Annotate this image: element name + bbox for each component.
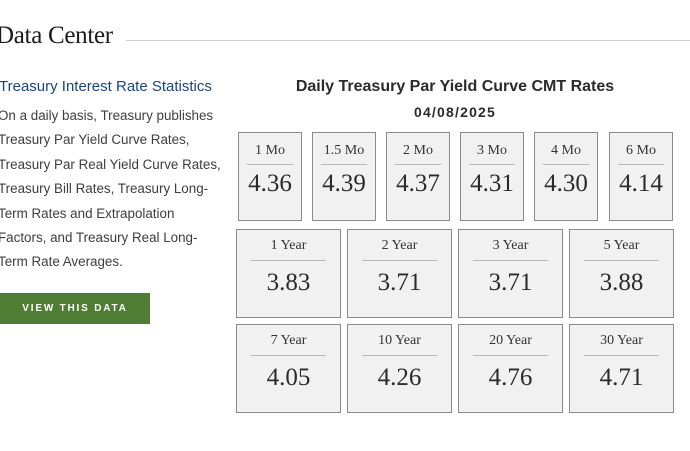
rate-card-6-mo[interactable]: 6 Mo 4.14 xyxy=(609,132,673,221)
rates-title: Daily Treasury Par Yield Curve CMT Rates xyxy=(295,78,615,95)
view-this-data-button[interactable]: VIEW THIS DATA xyxy=(0,293,150,324)
rate-value: 4.30 xyxy=(544,170,588,197)
rate-value: 4.14 xyxy=(619,170,663,197)
description-line: On a daily basis, Treasury publishes xyxy=(0,108,214,123)
rate-card-1-year[interactable]: 1 Year 3.83 xyxy=(236,229,341,318)
card-divider xyxy=(362,355,437,356)
card-divider xyxy=(395,164,441,165)
rate-term: 6 Mo xyxy=(626,143,656,158)
card-divider xyxy=(469,164,515,165)
rate-card-5-year[interactable]: 5 Year 3.88 xyxy=(569,229,674,318)
rate-value: 4.31 xyxy=(470,170,514,197)
rate-term: 1 Mo xyxy=(255,143,285,158)
rate-term: 3 Mo xyxy=(477,143,507,158)
rate-value: 4.26 xyxy=(377,364,422,391)
page-header: Data Center xyxy=(0,22,690,56)
rate-card-30-year[interactable]: 30 Year 4.71 xyxy=(569,324,674,413)
rate-term: 2 Mo xyxy=(403,143,433,158)
sidebar-description: On a daily basis, Treasury publishes Tre… xyxy=(0,104,221,275)
rate-card-1-mo[interactable]: 1 Mo 4.36 xyxy=(238,132,302,221)
rate-term: 1.5 Mo xyxy=(323,143,365,158)
rate-term: 7 Year xyxy=(270,333,307,348)
card-divider xyxy=(584,260,659,261)
rate-term: 4 Mo xyxy=(551,143,581,158)
rate-value: 4.71 xyxy=(599,364,644,391)
rate-value: 4.39 xyxy=(322,170,366,197)
rate-term: 1 Year xyxy=(270,238,307,253)
rate-card-4-mo[interactable]: 4 Mo 4.30 xyxy=(534,132,598,221)
treasury-statistics-link[interactable]: Treasury Interest Rate Statistics xyxy=(0,78,212,95)
description-line: Treasury Bill Rates, Treasury Long- xyxy=(0,181,209,197)
rate-card-20-year[interactable]: 20 Year 4.76 xyxy=(458,324,563,413)
rate-card-2-mo[interactable]: 2 Mo 4.37 xyxy=(386,132,450,221)
card-divider xyxy=(251,355,326,356)
description-line: Treasury Par Yield Curve Rates, xyxy=(0,132,190,148)
description-line: Term Rates and Extrapolation xyxy=(0,205,175,221)
rate-value: 4.05 xyxy=(266,364,311,391)
rate-term: 10 Year xyxy=(378,333,421,348)
rate-card-1-5-mo[interactable]: 1.5 Mo 4.39 xyxy=(312,132,376,221)
rate-term: 20 Year xyxy=(489,333,532,348)
rate-value: 4.76 xyxy=(488,364,533,391)
rate-card-3-mo[interactable]: 3 Mo 4.31 xyxy=(460,132,524,221)
header-divider xyxy=(126,40,690,41)
rate-value: 4.37 xyxy=(396,170,440,197)
rate-value: 3.83 xyxy=(266,269,311,296)
card-divider xyxy=(473,355,548,356)
card-divider xyxy=(473,260,548,261)
sidebar-panel: Treasury Interest Rate Statistics On a d… xyxy=(0,78,221,275)
card-divider xyxy=(584,355,659,356)
card-divider xyxy=(247,164,293,165)
rate-value: 3.71 xyxy=(488,269,533,296)
card-divider xyxy=(618,164,664,165)
card-divider xyxy=(321,164,367,165)
rate-card-3-year[interactable]: 3 Year 3.71 xyxy=(458,229,563,318)
rate-value: 3.71 xyxy=(377,269,422,296)
rate-card-2-year[interactable]: 2 Year 3.71 xyxy=(347,229,452,318)
rate-term: 30 Year xyxy=(600,333,643,348)
rate-card-7-year[interactable]: 7 Year 4.05 xyxy=(236,324,341,413)
rate-term: 2 Year xyxy=(381,238,418,253)
card-divider xyxy=(543,164,589,165)
rates-date: 04/08/2025 xyxy=(413,104,497,120)
card-divider xyxy=(362,260,437,261)
description-line: Term Rate Averages. xyxy=(0,254,123,270)
description-line: Treasury Par Real Yield Curve Rates, xyxy=(0,156,221,172)
page-title: Data Center xyxy=(0,22,113,49)
rate-term: 3 Year xyxy=(492,238,529,253)
card-divider xyxy=(251,260,326,261)
rate-value: 3.88 xyxy=(599,269,644,296)
rate-term: 5 Year xyxy=(603,238,640,253)
rate-card-10-year[interactable]: 10 Year 4.26 xyxy=(347,324,452,413)
rate-value: 4.36 xyxy=(248,170,292,197)
description-line: Factors, and Treasury Real Long- xyxy=(0,230,198,246)
